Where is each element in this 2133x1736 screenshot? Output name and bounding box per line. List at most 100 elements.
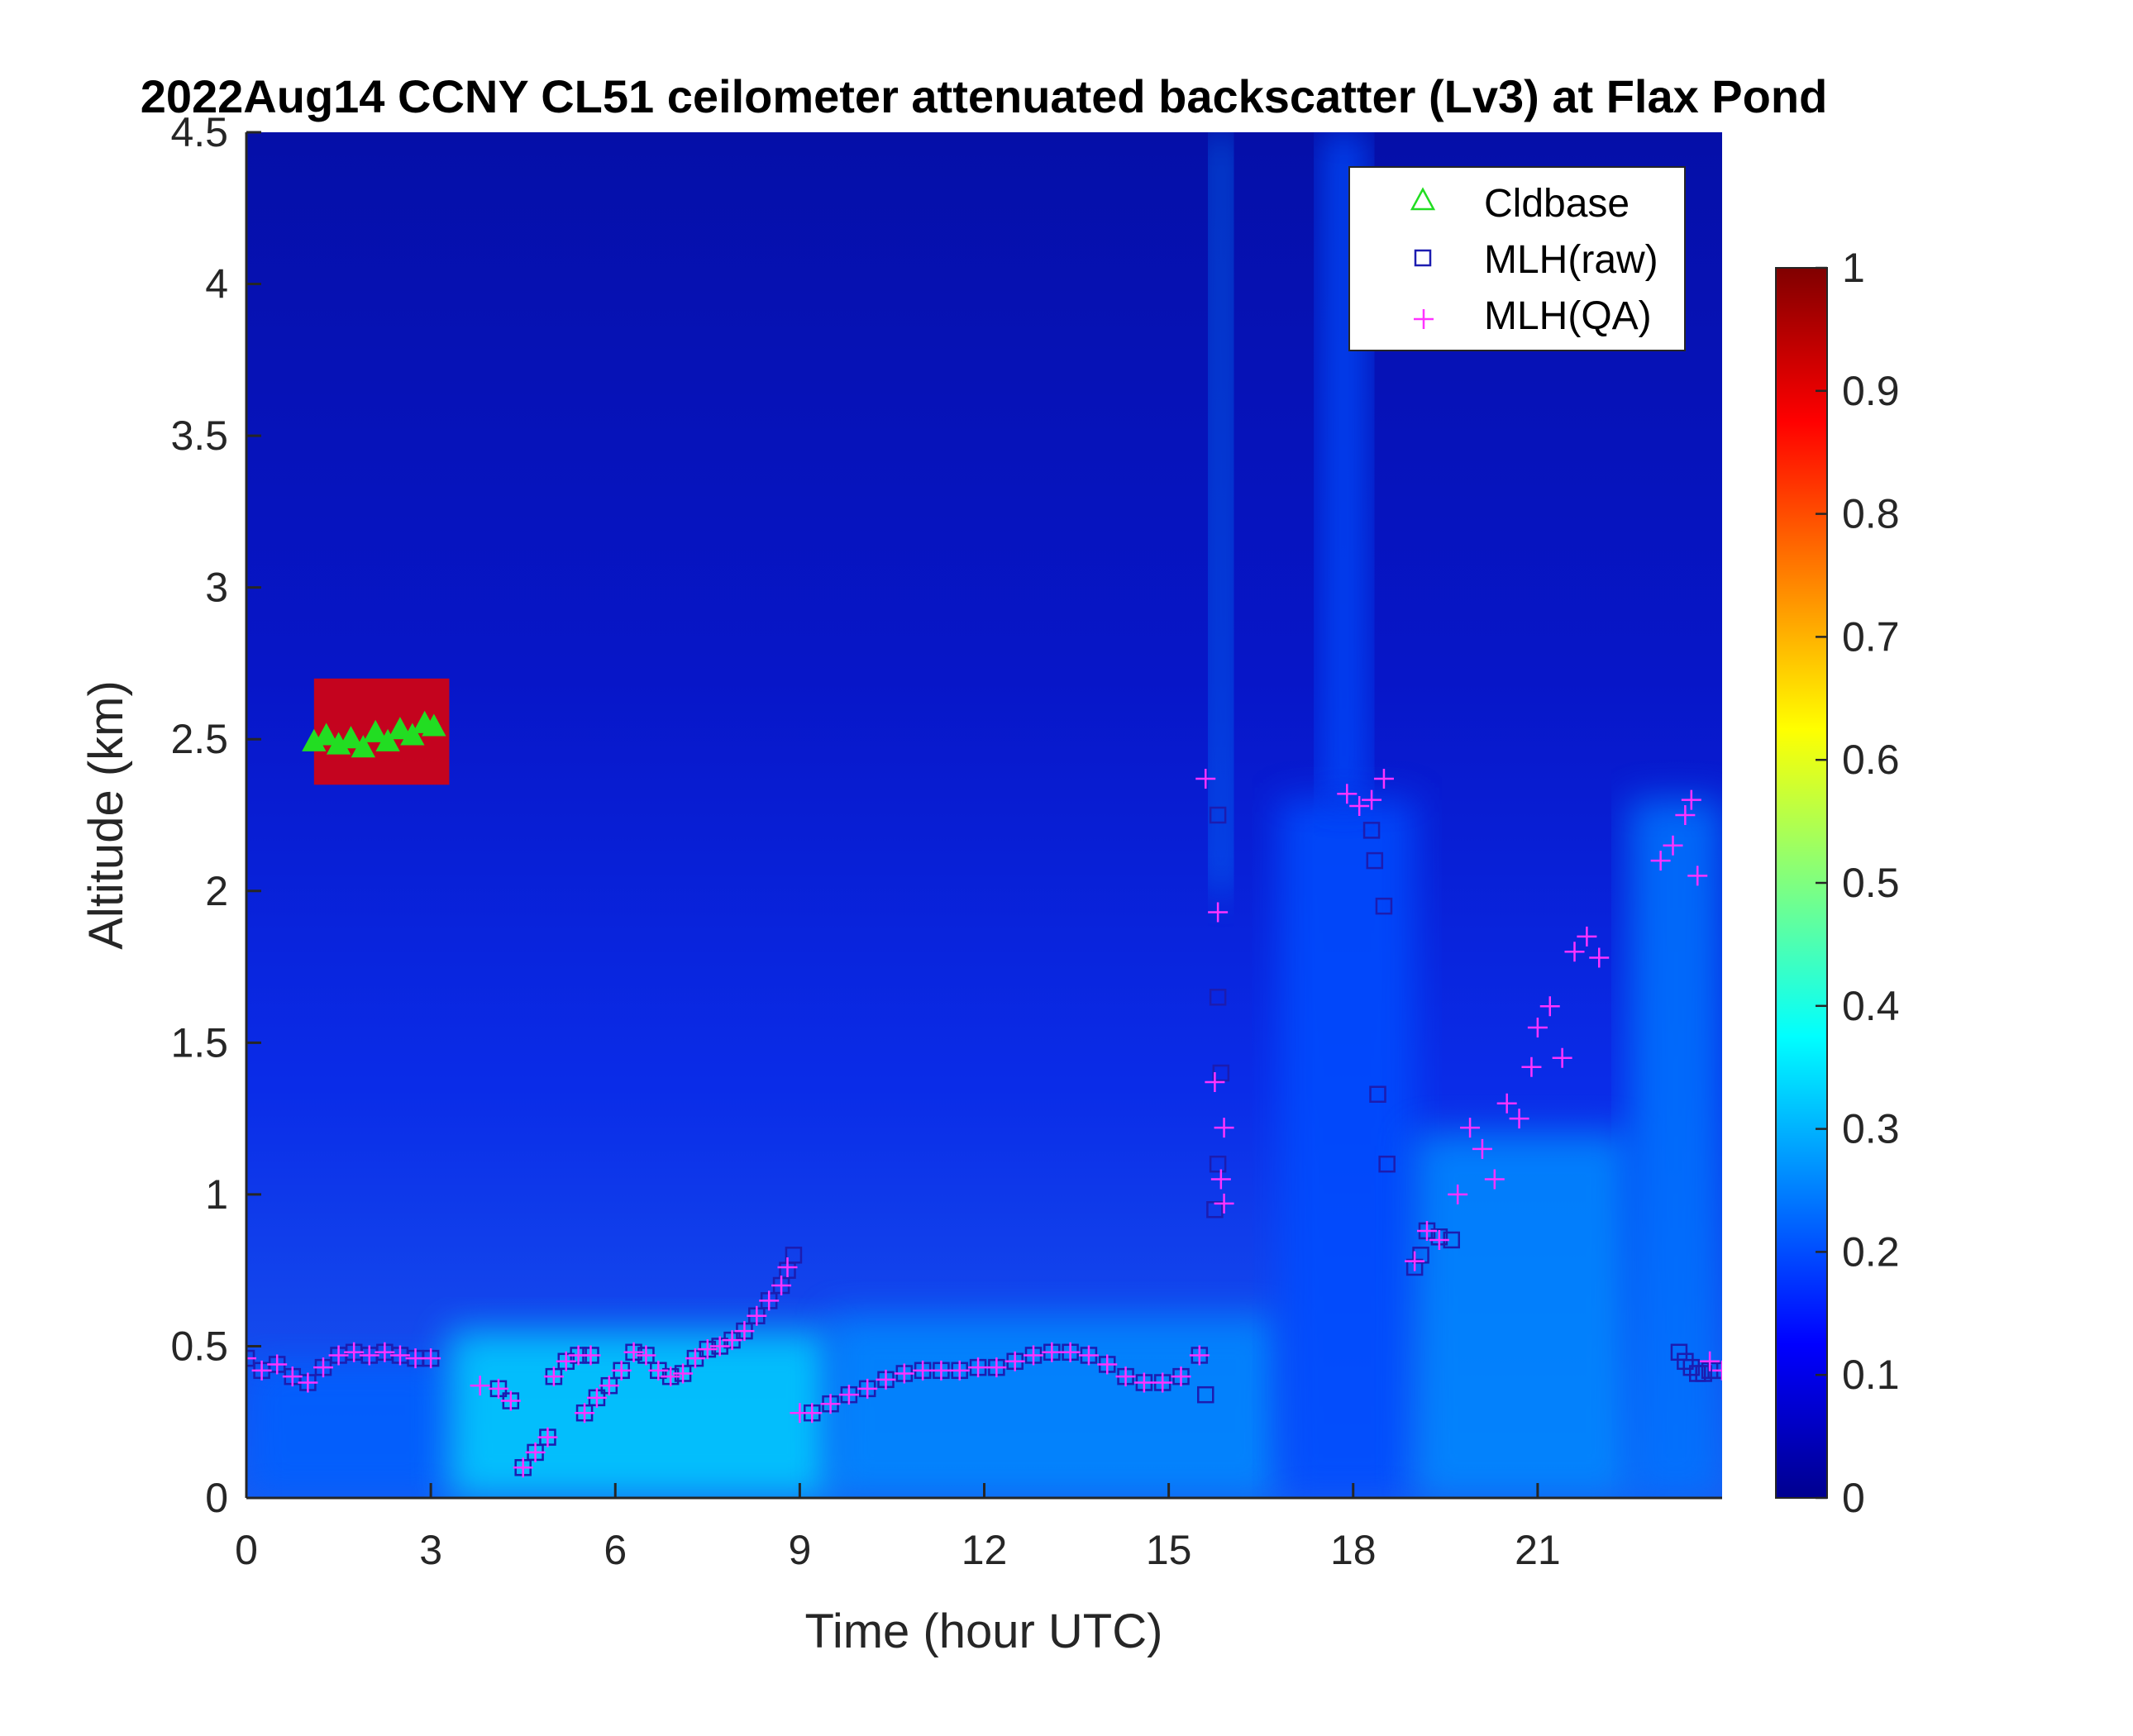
mlh-raw-point xyxy=(1375,897,1393,915)
mlh-qa-point xyxy=(636,1345,656,1366)
colorbar-tick-label: 0.1 xyxy=(1842,1352,1900,1398)
cldbase-point xyxy=(375,728,400,751)
x-axis-label: Time (hour UTC) xyxy=(805,1605,1163,1658)
plot-area xyxy=(246,132,1722,1498)
legend: Cldbase MLH(raw) MLH(QA) xyxy=(1348,166,1686,351)
colorbar-tick-label: 0 xyxy=(1842,1475,1865,1521)
mlh-qa-point xyxy=(648,1360,669,1381)
mlh-qa-point xyxy=(267,1354,288,1375)
mlh-qa-point xyxy=(1589,947,1610,968)
mlh-qa-point xyxy=(500,1390,521,1411)
colorbar-tick-label: 0.5 xyxy=(1842,860,1900,906)
mlh-qa-point xyxy=(1210,1169,1231,1190)
colorbar-tick-label: 1 xyxy=(1842,245,1865,291)
mlh-raw-point xyxy=(1677,1352,1694,1371)
mlh-qa-point xyxy=(513,1457,533,1478)
mlh-qa-point xyxy=(931,1360,952,1381)
mlh-qa-point xyxy=(802,1403,823,1424)
mlh-raw-point xyxy=(1197,1385,1214,1404)
backscatter-region-5 xyxy=(1630,799,1722,1498)
cldbase-point xyxy=(400,723,425,746)
mlh-qa-point xyxy=(586,1387,607,1408)
mlh-qa-point xyxy=(913,1360,933,1381)
mlh-qa-point xyxy=(1042,1342,1062,1362)
cldbase-point xyxy=(338,726,364,749)
mlh-qa-point xyxy=(389,1345,410,1366)
mlh-qa-point xyxy=(1024,1345,1043,1366)
mlh-qa-point xyxy=(359,1345,379,1366)
y-tick-label: 1.5 xyxy=(170,1019,228,1066)
mlh-qa-point xyxy=(1214,1118,1234,1138)
y-axis-label: Altitude (km) xyxy=(79,680,133,950)
colorbar-tick-label: 0.8 xyxy=(1842,491,1900,537)
y-tick-label: 3.5 xyxy=(170,413,228,459)
mlh-raw-point xyxy=(1369,1085,1386,1103)
y-ticks: 0 0.5 1 1.5 2 2.5 3 3.5 4 4.5 xyxy=(170,109,261,1521)
mlh-qa-point xyxy=(1060,1342,1081,1362)
mlh-qa-point xyxy=(611,1360,632,1381)
mlh-qa-point xyxy=(1429,1229,1449,1250)
mlh-qa-point xyxy=(1527,1017,1548,1037)
cldbase-point xyxy=(422,713,446,737)
legend-box xyxy=(1348,166,1686,351)
mlh-qa-point xyxy=(1663,835,1683,856)
x-tick-label: 12 xyxy=(962,1527,1008,1573)
mlh-raw-point xyxy=(785,1247,803,1264)
mlh-qa-point xyxy=(661,1366,681,1387)
mlh-qa-point xyxy=(1171,1366,1191,1387)
legend-item-mlh-qa: MLH(QA) xyxy=(1414,294,1652,338)
mlh-qa-point xyxy=(1448,1184,1468,1204)
mlh-qa-point xyxy=(1208,902,1229,923)
y-tick-label: 4.5 xyxy=(170,109,228,155)
mlh-qa-point xyxy=(709,1336,730,1357)
mlh-qa-point xyxy=(1675,805,1696,825)
mlh-qa-point xyxy=(1417,1220,1437,1241)
colorbar-tick-label: 0.4 xyxy=(1842,983,1900,1029)
colorbar-ticks: 0 0.1 0.2 0.3 0.4 0.5 0.6 0.7 0.8 0.9 1 xyxy=(1816,245,1900,1521)
mlh-qa-point xyxy=(685,1348,705,1369)
mlh-qa-point xyxy=(556,1351,576,1371)
mlh-qa-point xyxy=(759,1290,780,1311)
mlh-qa-point xyxy=(747,1305,767,1326)
mlh-qa-point xyxy=(1496,1093,1517,1114)
square-marker-icon xyxy=(1414,249,1432,267)
y-tick-label: 0 xyxy=(205,1475,228,1521)
mlh-qa-point xyxy=(537,1427,558,1447)
mlh-qa-point xyxy=(876,1369,896,1390)
plus-marker-icon xyxy=(1414,309,1434,329)
mlh-qa-point xyxy=(298,1372,318,1393)
series-layer xyxy=(246,710,1722,1478)
mlh-qa-point xyxy=(1472,1138,1492,1159)
backscatter-region-6 xyxy=(1211,132,1230,891)
mlh-raw-point xyxy=(1695,1365,1712,1382)
cldbase-point xyxy=(351,735,375,758)
mlh-raw-point xyxy=(1209,806,1227,824)
mlh-qa-point xyxy=(488,1378,508,1399)
legend-label-mlh-raw: MLH(raw) xyxy=(1484,238,1658,282)
mlh-qa-point xyxy=(1152,1372,1173,1393)
colorbar-tick-label: 0.7 xyxy=(1842,613,1900,660)
mlh-qa-point xyxy=(1687,866,1708,886)
y-tick-label: 0.5 xyxy=(170,1323,228,1369)
axes: 0 3 6 9 12 15 18 21 0 0.5 1 1.5 2 2.5 3 3.5 4 4.5 xyxy=(170,109,1722,1573)
legend-label-cldbase: Cldbase xyxy=(1484,182,1630,226)
chart-title: 2022Aug14 CCNY CL51 ceilometer attenuate… xyxy=(141,70,1828,122)
legend-item-mlh-raw: MLH(raw) xyxy=(1414,238,1658,282)
mlh-qa-point xyxy=(968,1357,989,1378)
mlh-qa-point xyxy=(1577,926,1597,947)
mlh-qa-point xyxy=(722,1330,742,1351)
mlh-qa-point xyxy=(580,1345,601,1366)
mlh-qa-point xyxy=(1115,1366,1136,1387)
colorbar: 0 0.1 0.2 0.3 0.4 0.5 0.6 0.7 0.8 0.9 1 xyxy=(1775,245,1900,1521)
mlh-qa-point xyxy=(1349,795,1370,816)
mlh-qa-point xyxy=(771,1276,792,1296)
mlh-qa-point xyxy=(375,1342,395,1362)
mlh-qa-point xyxy=(697,1339,718,1360)
mlh-raw-point xyxy=(1209,989,1227,1006)
mlh-qa-point xyxy=(623,1342,644,1362)
backscatter-region-3 xyxy=(1279,799,1415,1498)
colorbar-tick-label: 0.2 xyxy=(1842,1228,1900,1275)
mlh-qa-point xyxy=(282,1366,303,1387)
mlh-qa-point xyxy=(949,1360,970,1381)
